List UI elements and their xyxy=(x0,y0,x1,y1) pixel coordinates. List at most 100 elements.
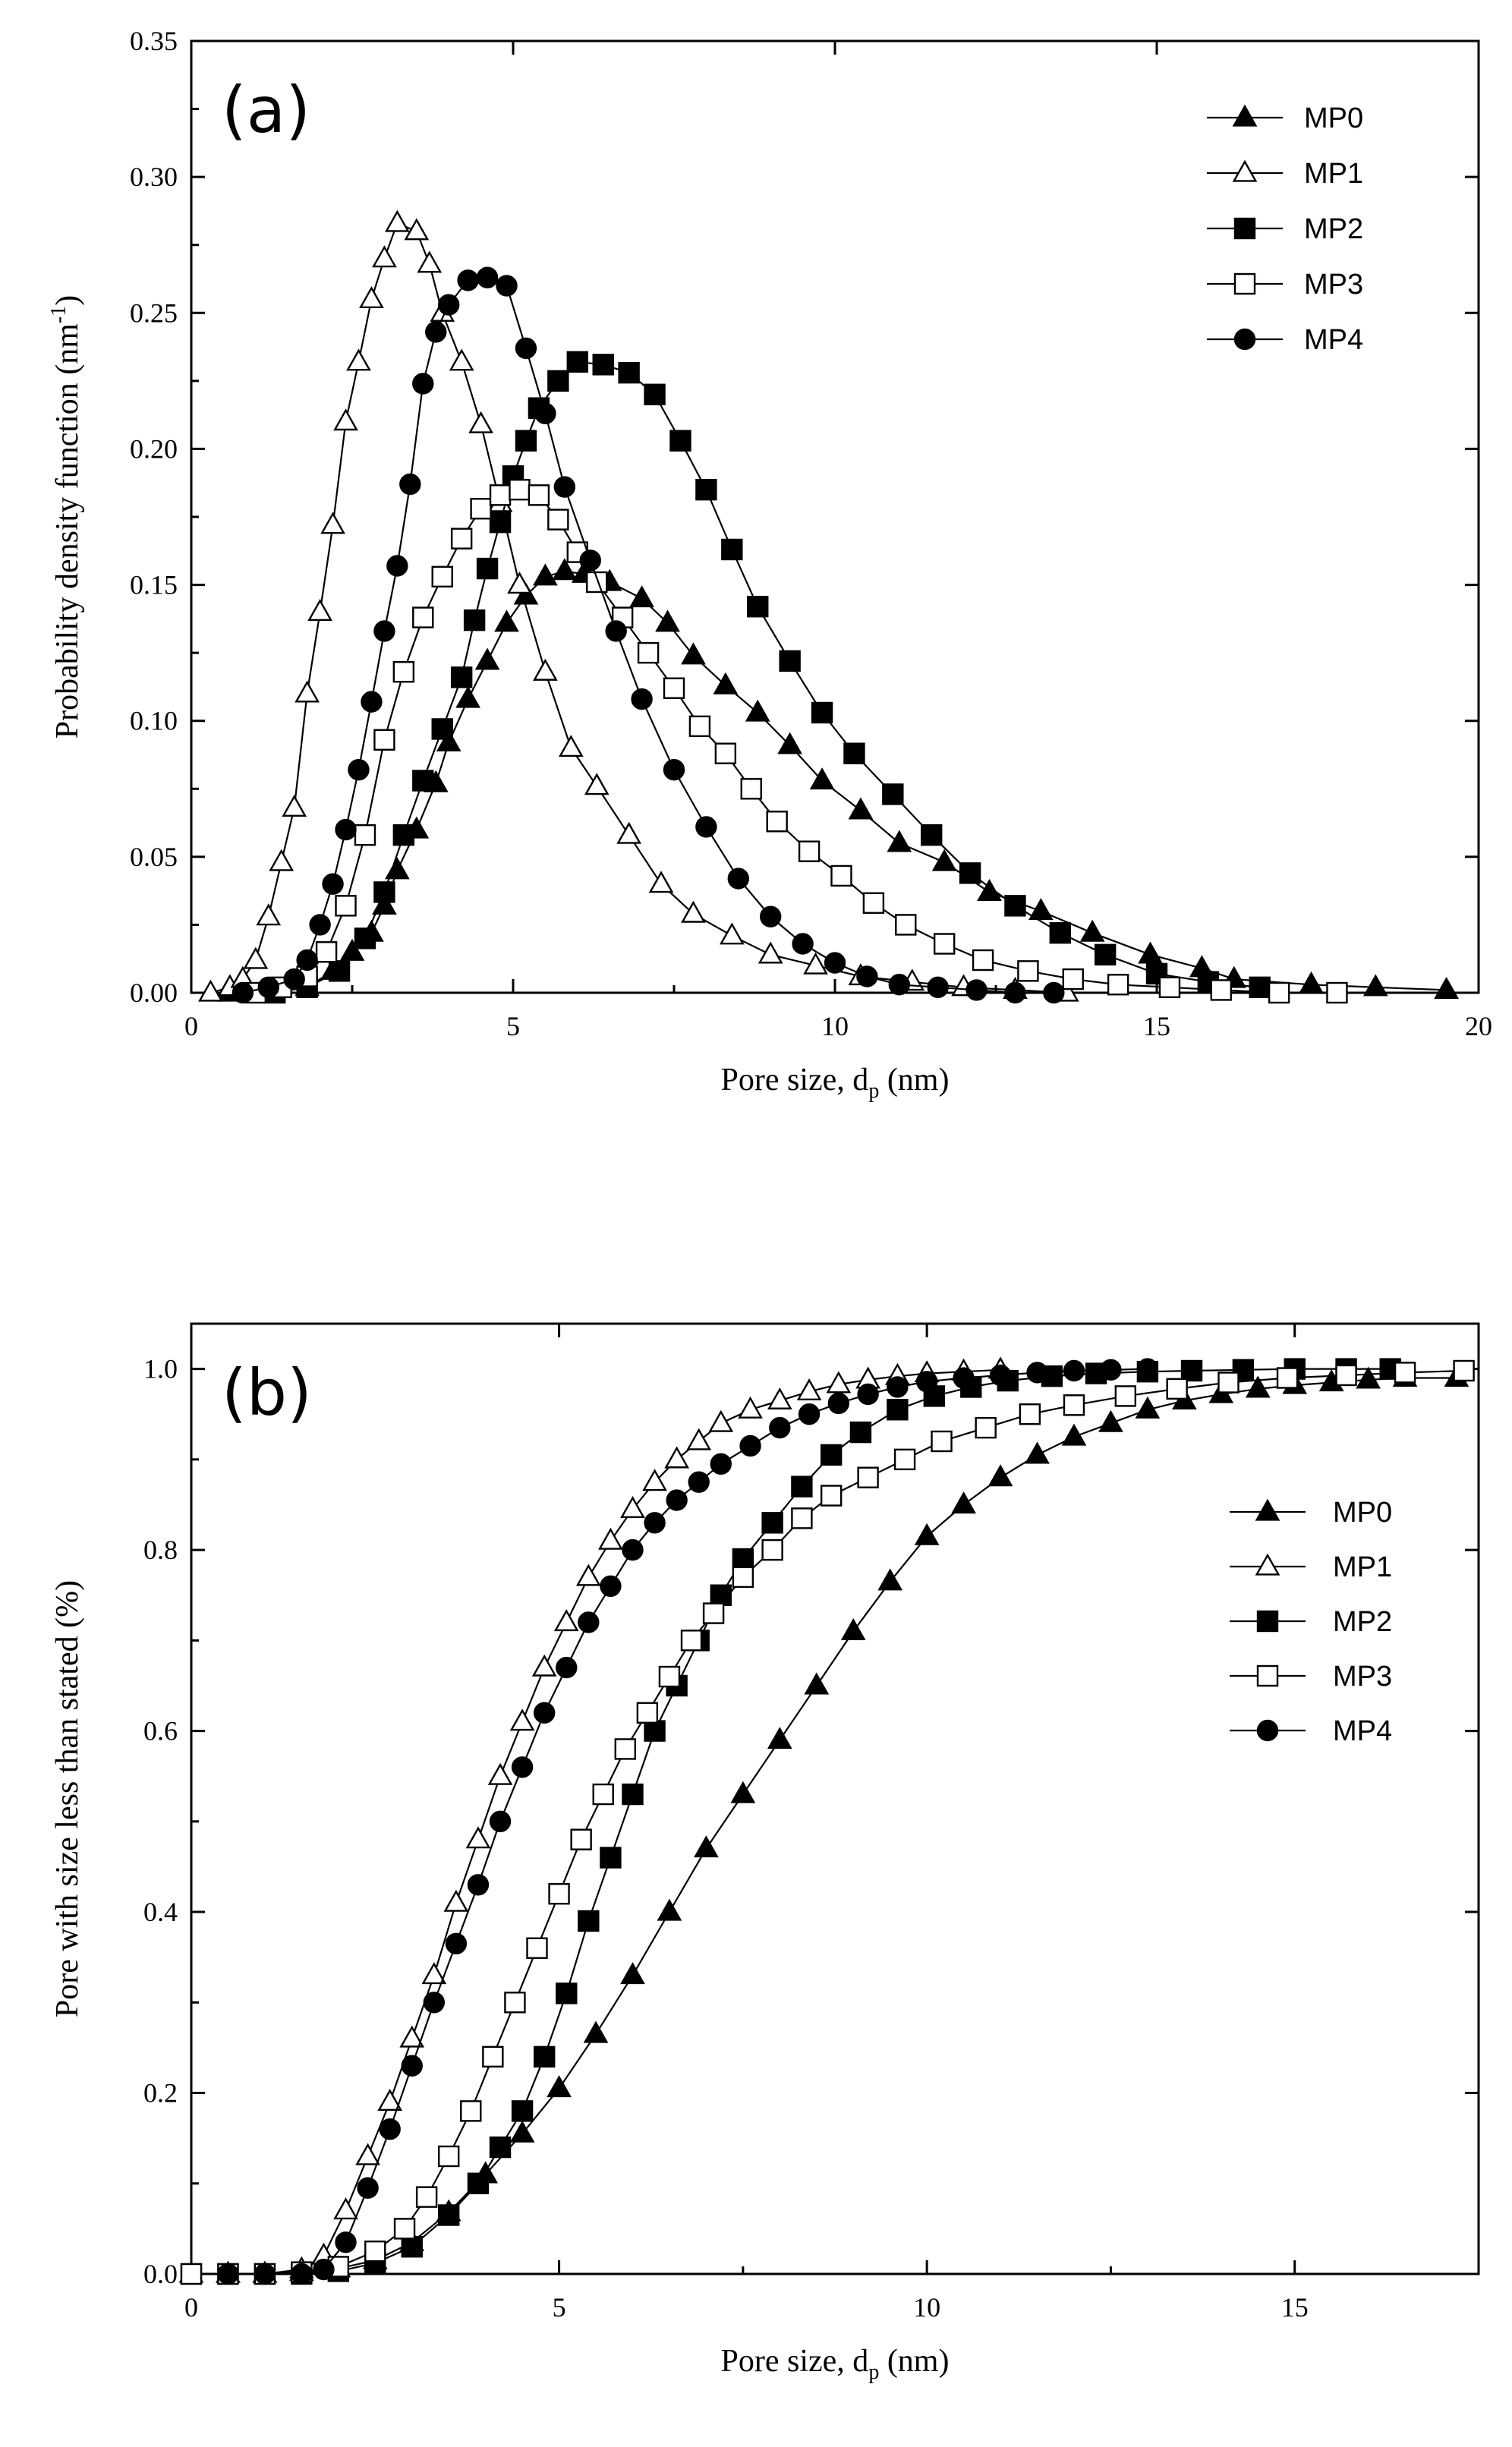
data-point xyxy=(232,981,254,1004)
legend-label: MP0 xyxy=(1333,1497,1392,1529)
data-point xyxy=(1362,974,1388,997)
data-point xyxy=(843,742,865,764)
data-point xyxy=(412,606,434,628)
data-point xyxy=(629,585,654,608)
legend-marker xyxy=(1233,272,1256,295)
data-point xyxy=(482,2045,504,2068)
data-point xyxy=(1025,1441,1050,1464)
x-axis-title: Pore size, dp (nm) xyxy=(721,2344,950,2384)
data-point xyxy=(688,715,711,738)
data-point xyxy=(655,609,680,632)
data-point xyxy=(494,609,519,632)
data-point xyxy=(959,862,981,884)
data-point xyxy=(333,408,358,431)
data-point xyxy=(664,1446,689,1469)
series-mp4 xyxy=(232,266,1065,1004)
data-point xyxy=(605,620,627,642)
data-point xyxy=(558,735,584,757)
data-point xyxy=(392,661,415,683)
y-tick-label: 0.15 xyxy=(130,570,178,600)
data-point xyxy=(669,430,691,452)
data-point xyxy=(552,558,578,581)
data-point xyxy=(1004,895,1026,917)
data-point xyxy=(931,1430,953,1453)
data-point xyxy=(282,794,307,817)
legend-item-mp4: MP4 xyxy=(1207,324,1363,356)
data-point xyxy=(470,498,492,520)
data-point xyxy=(745,699,770,722)
data-point xyxy=(767,1387,792,1409)
data-point xyxy=(436,729,461,751)
data-point xyxy=(766,811,788,833)
data-point xyxy=(533,563,558,586)
data-point xyxy=(335,895,357,917)
data-point xyxy=(1180,1359,1203,1382)
data-point xyxy=(965,979,988,1001)
data-point xyxy=(449,348,474,371)
data-point xyxy=(553,1609,579,1632)
data-point xyxy=(1453,1359,1475,1382)
data-point xyxy=(399,2025,425,2048)
data-point xyxy=(761,1512,783,1534)
data-point xyxy=(570,1828,592,1850)
x-tick-label: 15 xyxy=(1143,1011,1170,1041)
data-point xyxy=(727,868,749,890)
data-point xyxy=(254,2263,276,2285)
data-point xyxy=(740,778,762,800)
data-point xyxy=(796,1378,822,1401)
data-point xyxy=(777,732,802,754)
data-point xyxy=(1114,1385,1137,1407)
x-tick-label: 5 xyxy=(553,2292,566,2323)
data-point xyxy=(425,321,447,343)
data-point xyxy=(364,2240,386,2263)
data-point xyxy=(820,1485,843,1507)
data-point xyxy=(849,1421,872,1444)
data-point xyxy=(348,759,370,781)
data-point xyxy=(888,974,911,996)
data-point xyxy=(474,647,500,670)
data-point xyxy=(489,511,512,534)
data-point xyxy=(827,1392,850,1415)
data-point xyxy=(401,2236,423,2258)
data-point xyxy=(373,729,395,751)
data-point xyxy=(644,383,666,405)
y-tick-label: 0.20 xyxy=(130,433,178,464)
data-point xyxy=(972,949,994,972)
legend-marker xyxy=(1255,1498,1280,1521)
data-point xyxy=(1356,1366,1381,1389)
legend-label: MP1 xyxy=(1333,1551,1392,1583)
data-point xyxy=(328,960,351,982)
data-point xyxy=(1166,1378,1188,1400)
data-point xyxy=(372,245,397,268)
series-mp1 xyxy=(198,209,1079,1002)
legend-marker xyxy=(1256,1719,1279,1742)
data-point xyxy=(658,1665,681,1688)
data-point xyxy=(566,351,588,373)
data-point xyxy=(379,2118,401,2140)
data-point xyxy=(681,642,706,665)
x-tick-label: 5 xyxy=(506,1011,520,1041)
data-point xyxy=(1019,1403,1041,1425)
legend-marker xyxy=(1232,104,1258,127)
data-point xyxy=(548,1882,570,1905)
x-axis-title-sub: p xyxy=(868,1079,879,1103)
data-point xyxy=(584,773,610,795)
data-point xyxy=(455,685,480,708)
data-point xyxy=(533,2045,556,2068)
y-axis-title: Probability density function (nm-1) xyxy=(47,295,85,739)
data-point xyxy=(509,478,531,501)
data-point xyxy=(622,1538,644,1561)
data-point xyxy=(198,979,223,1002)
data-point xyxy=(895,914,917,936)
data-point xyxy=(1232,1359,1255,1381)
data-point xyxy=(758,941,783,964)
x-axis-title-tail: (nm) xyxy=(879,1063,949,1098)
y-tick-label: 0.05 xyxy=(130,842,178,872)
data-point xyxy=(511,1756,534,1778)
y-tick-label: 0.10 xyxy=(130,706,178,736)
data-point xyxy=(811,701,833,724)
data-point xyxy=(1268,981,1290,1004)
legend-item-mp1: MP1 xyxy=(1230,1551,1392,1583)
data-point xyxy=(887,830,912,852)
data-point xyxy=(243,946,269,969)
